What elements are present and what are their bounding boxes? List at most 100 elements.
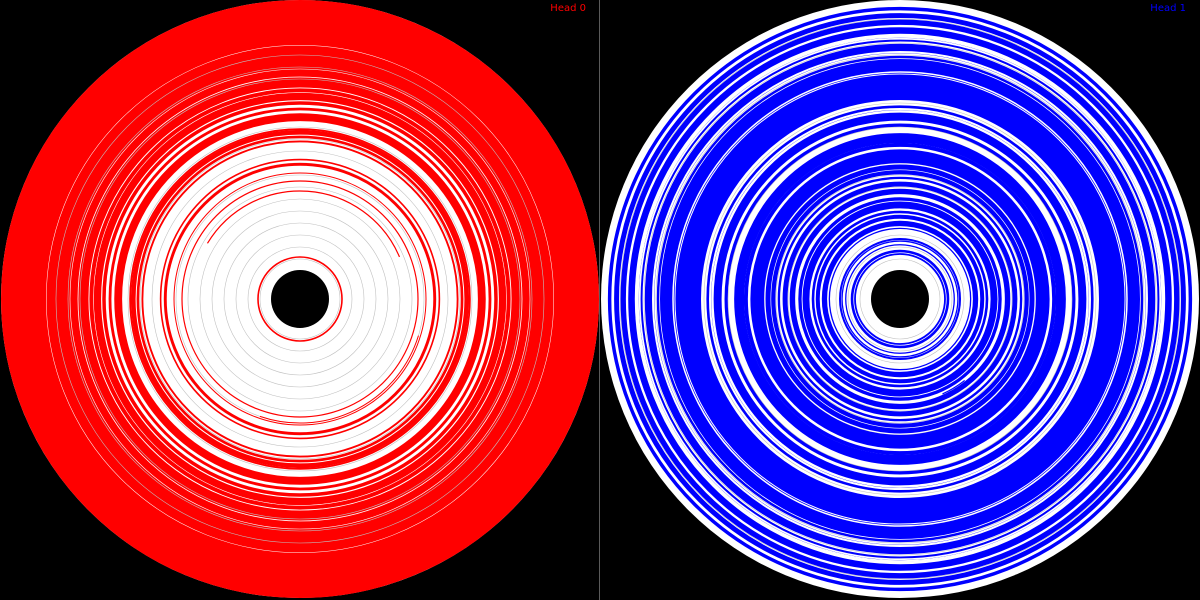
track-ring [257,256,343,342]
guide-ring [247,246,353,352]
track-arc [951,421,971,432]
guide-ring [787,186,1013,412]
track-gap [781,180,1019,418]
guide-ring [127,126,473,472]
spindle-hub [871,270,929,328]
track-ring [94,93,506,505]
head-0-panel: Head 0 [0,0,599,600]
track-arc [206,190,401,258]
track-ring [693,92,1107,506]
track-ring [743,142,1057,456]
head-1-label: Head 1 [1150,3,1186,14]
spindle-hub [271,270,329,328]
track-ring [706,105,1094,493]
guide-ring [847,246,953,352]
track-ring [815,214,985,384]
track-ring [734,133,1066,465]
track-ring [765,164,1035,434]
guide-ring [259,258,341,340]
track-ring [85,84,515,514]
guide-ring [211,210,389,388]
track-band-outer-rim [2,1,598,597]
track-ring [607,6,1193,592]
track-ring [781,180,1019,418]
guide-ring [775,174,1025,424]
track-gap [709,108,1091,490]
track-ring [756,155,1044,443]
guide-ring [55,54,545,544]
track-ring [828,227,972,371]
track-ring [660,59,1140,539]
track-ring [108,107,492,491]
track-ring [102,101,498,497]
track-gap [672,71,1128,527]
guide-ring [151,150,449,448]
track-ring [97,96,503,502]
track-ring [656,55,1144,543]
track-ring [676,75,1124,523]
track-ring [803,202,997,396]
guide-ring [619,18,1181,580]
guide-ring [835,234,965,364]
guide-ring [187,186,413,412]
track-ring [628,27,1172,571]
track-ring [740,139,1060,459]
guide-ring [859,258,941,340]
track-gap [652,51,1148,547]
track-ring [841,240,959,358]
track-gap [637,36,1163,562]
track-ring [163,162,437,436]
track-ring [798,197,1002,401]
track-ring [173,172,427,426]
track-ring [129,128,471,470]
track-ring [116,115,484,483]
panel-divider [599,0,600,600]
track-ring [821,220,979,378]
track-ring [752,151,1048,447]
head-1-disk-map [601,0,1199,598]
track-ring [615,14,1185,584]
track-ring [850,249,950,349]
track-ring [114,113,486,485]
guide-ring [67,66,533,532]
track-ring [132,131,468,467]
track-ring [620,19,1180,579]
head-0-label: Head 0 [550,3,586,14]
track-ring [141,140,459,458]
track-ring [136,135,464,463]
track-ring [811,210,989,388]
track-gap [69,68,531,530]
guide-ring [79,78,521,520]
track-ring [793,192,1007,406]
guide-ring [223,222,377,376]
track-ring [89,88,511,510]
track-ring [777,176,1023,422]
track-ring [771,170,1029,428]
track-ring [790,189,1010,409]
head-1-panel: Head 1 [600,0,1199,600]
track-ring [854,253,946,345]
track-arc [942,379,966,395]
guide-ring [139,138,461,460]
guide-ring [643,42,1157,556]
track-ring [839,238,961,360]
track-ring [713,112,1087,486]
guide-ring [655,54,1145,544]
track-ring [817,216,983,382]
guide-ring [199,198,401,400]
track-ring [644,43,1156,555]
track-ring [130,129,470,469]
track-ring [845,244,955,354]
track-ring [181,180,419,418]
guide-ring [703,102,1097,496]
head-0-disk-map [1,0,599,598]
track-gap [729,128,1071,470]
track-ring [159,158,441,440]
track-ring [802,201,998,397]
track-ring [118,117,482,481]
track-ring [640,39,1160,559]
track-arc [259,335,419,424]
guide-ring [235,234,365,364]
track-ring [724,123,1076,475]
